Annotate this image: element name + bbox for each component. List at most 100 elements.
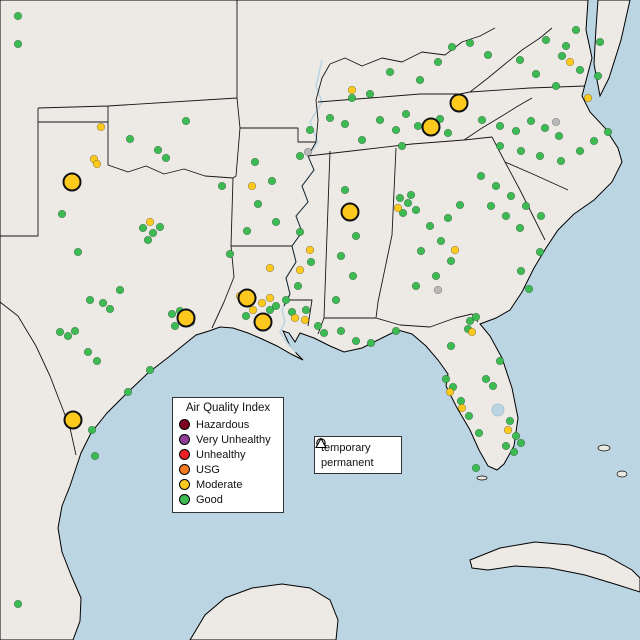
aqi-station-good[interactable]: [443, 128, 453, 138]
aqi-station-moderate-temporary-large[interactable]: [340, 202, 360, 222]
aqi-station-good[interactable]: [486, 201, 496, 211]
aqi-station-good[interactable]: [305, 125, 315, 135]
aqi-station-moderate[interactable]: [265, 293, 275, 303]
aqi-station-good[interactable]: [589, 136, 599, 146]
aqi-station-good[interactable]: [474, 428, 484, 438]
aqi-station-good[interactable]: [446, 341, 456, 351]
aqi-station-good[interactable]: [336, 326, 346, 336]
aqi-station-good[interactable]: [125, 134, 135, 144]
aqi-station-good[interactable]: [416, 246, 426, 256]
aqi-station-good[interactable]: [524, 284, 534, 294]
aqi-station-moderate-temporary-large[interactable]: [449, 93, 469, 113]
aqi-station-moderate[interactable]: [96, 122, 106, 132]
aqi-station-good[interactable]: [488, 381, 498, 391]
aqi-station-good[interactable]: [456, 396, 466, 406]
aqi-station-good[interactable]: [161, 153, 171, 163]
aqi-station-good[interactable]: [295, 227, 305, 237]
aqi-station-good[interactable]: [271, 301, 281, 311]
aqi-station-good[interactable]: [571, 25, 581, 35]
aqi-station-good[interactable]: [495, 121, 505, 131]
aqi-station-good[interactable]: [464, 411, 474, 421]
aqi-station-good[interactable]: [351, 231, 361, 241]
aqi-station-moderate-temporary-large[interactable]: [63, 410, 83, 430]
aqi-station-good[interactable]: [516, 266, 526, 276]
aqi-station-good[interactable]: [551, 81, 561, 91]
aqi-station-good[interactable]: [516, 438, 526, 448]
aqi-station-moderate[interactable]: [257, 298, 267, 308]
aqi-station-good[interactable]: [271, 217, 281, 227]
aqi-station-good[interactable]: [170, 321, 180, 331]
aqi-station-good[interactable]: [575, 146, 585, 156]
aqi-station-good[interactable]: [540, 123, 550, 133]
aqi-station-good[interactable]: [265, 305, 275, 315]
aqi-station-moderate[interactable]: [305, 245, 315, 255]
aqi-station-good[interactable]: [501, 211, 511, 221]
aqi-station-good[interactable]: [535, 151, 545, 161]
aqi-station-nodata[interactable]: [433, 285, 443, 295]
aqi-station-good[interactable]: [336, 251, 346, 261]
aqi-station-good[interactable]: [556, 156, 566, 166]
aqi-station-good[interactable]: [70, 326, 80, 336]
aqi-station-moderate-temporary-large[interactable]: [176, 308, 196, 328]
aqi-station-good[interactable]: [357, 135, 367, 145]
aqi-station-good[interactable]: [495, 141, 505, 151]
aqi-station-nodata[interactable]: [303, 147, 313, 157]
aqi-station-good[interactable]: [431, 271, 441, 281]
aqi-station-moderate[interactable]: [295, 265, 305, 275]
aqi-station-moderate-temporary-large[interactable]: [237, 288, 257, 308]
aqi-station-good[interactable]: [511, 126, 521, 136]
aqi-station-good[interactable]: [365, 89, 375, 99]
aqi-station-good[interactable]: [401, 109, 411, 119]
aqi-station-good[interactable]: [295, 151, 305, 161]
aqi-station-good[interactable]: [506, 191, 516, 201]
aqi-station-good[interactable]: [347, 93, 357, 103]
aqi-station-good[interactable]: [471, 312, 481, 322]
aqi-station-moderate[interactable]: [248, 305, 258, 315]
aqi-station-good[interactable]: [398, 208, 408, 218]
aqi-station-good[interactable]: [471, 463, 481, 473]
aqi-station-good[interactable]: [148, 228, 158, 238]
aqi-station-good[interactable]: [509, 447, 519, 457]
aqi-station-good[interactable]: [406, 190, 416, 200]
aqi-station-good[interactable]: [145, 365, 155, 375]
aqi-station-good[interactable]: [153, 145, 163, 155]
aqi-station-good[interactable]: [306, 257, 316, 267]
aqi-station-moderate[interactable]: [457, 403, 467, 413]
aqi-station-good[interactable]: [433, 57, 443, 67]
aqi-station-good[interactable]: [521, 201, 531, 211]
aqi-station-good[interactable]: [143, 235, 153, 245]
aqi-station-good[interactable]: [481, 374, 491, 384]
aqi-station-moderate[interactable]: [92, 159, 102, 169]
aqi-station-good[interactable]: [57, 209, 67, 219]
aqi-station-good[interactable]: [436, 236, 446, 246]
aqi-station-moderate[interactable]: [145, 217, 155, 227]
aqi-station-good[interactable]: [447, 42, 457, 52]
aqi-station-good[interactable]: [87, 425, 97, 435]
aqi-station-good[interactable]: [98, 298, 108, 308]
aqi-station-good[interactable]: [446, 256, 456, 266]
aqi-station-nodata[interactable]: [551, 117, 561, 127]
aqi-station-good[interactable]: [483, 50, 493, 60]
aqi-station-moderate[interactable]: [450, 245, 460, 255]
aqi-station-good[interactable]: [403, 198, 413, 208]
aqi-station-moderate[interactable]: [467, 327, 477, 337]
aqi-station-good[interactable]: [511, 431, 521, 441]
aqi-station-good[interactable]: [593, 71, 603, 81]
aqi-station-good[interactable]: [73, 247, 83, 257]
aqi-station-good[interactable]: [293, 281, 303, 291]
aqi-station-good[interactable]: [340, 185, 350, 195]
aqi-station-good[interactable]: [155, 222, 165, 232]
aqi-station-moderate[interactable]: [347, 85, 357, 95]
aqi-station-good[interactable]: [351, 336, 361, 346]
aqi-station-good[interactable]: [105, 304, 115, 314]
aqi-station-good[interactable]: [181, 116, 191, 126]
aqi-station-good[interactable]: [92, 356, 102, 366]
aqi-station-good[interactable]: [267, 176, 277, 186]
aqi-station-good[interactable]: [63, 331, 73, 341]
aqi-station-good[interactable]: [385, 67, 395, 77]
aqi-station-good[interactable]: [90, 451, 100, 461]
aqi-station-good[interactable]: [115, 285, 125, 295]
aqi-station-good[interactable]: [411, 281, 421, 291]
aqi-station-moderate-temporary-large[interactable]: [421, 117, 441, 137]
aqi-station-good[interactable]: [476, 171, 486, 181]
